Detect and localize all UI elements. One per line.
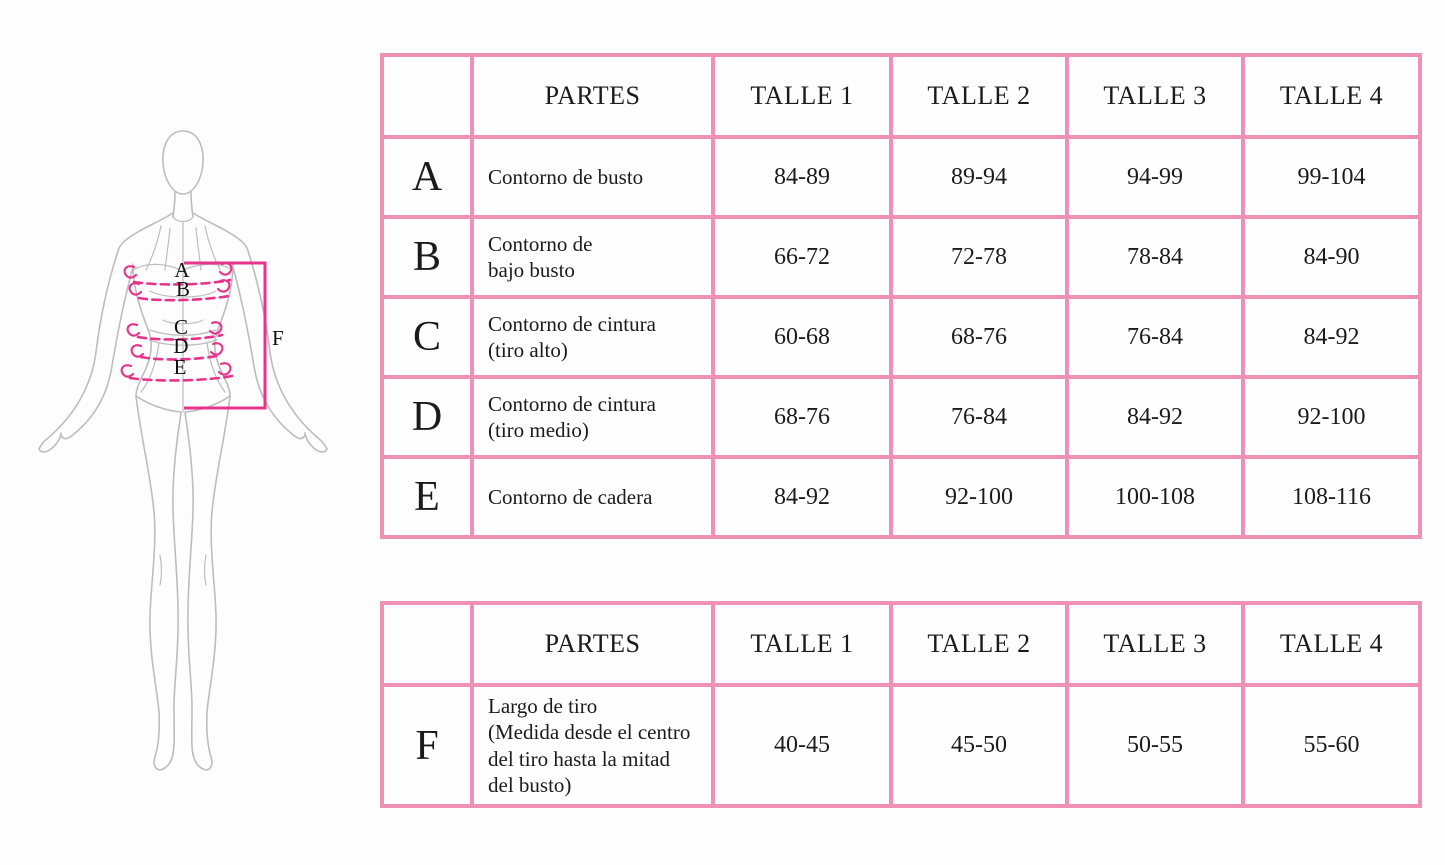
column-header-partes: PARTES [470, 53, 715, 139]
row-letter: B [380, 215, 474, 299]
measure-value: 68-76 [889, 295, 1069, 379]
measure-line-d [139, 353, 223, 361]
measure-value: 72-78 [889, 215, 1069, 299]
measure-value: 78-84 [1065, 215, 1245, 299]
column-header-partes: PARTES [470, 601, 715, 687]
column-header-talle-3: TALLE 3 [1065, 53, 1245, 139]
measure-value: 55-60 [1241, 683, 1422, 808]
measure-value: 100-108 [1065, 455, 1245, 539]
figure-label-f: F [272, 326, 284, 350]
figure-label-a: A [174, 258, 190, 282]
figure-label-c: C [174, 315, 188, 339]
measure-value: 40-45 [711, 683, 893, 808]
measure-value: 99-104 [1241, 135, 1422, 219]
measure-value: 68-76 [711, 375, 893, 459]
measure-lines [120, 262, 234, 382]
row-letter: A [380, 135, 474, 219]
column-header-talle-1: TALLE 1 [711, 53, 893, 139]
measure-value: 84-92 [1065, 375, 1245, 459]
table-row-a: A Contorno de busto 84-89 89-94 94-99 99… [380, 135, 1422, 219]
table-row-e: E Contorno de cadera 84-92 92-100 100-10… [380, 455, 1422, 539]
measure-value: 45-50 [889, 683, 1069, 808]
body-outline [38, 130, 328, 771]
measure-value: 76-84 [889, 375, 1069, 459]
row-letter: F [380, 683, 474, 808]
measure-value: 60-68 [711, 295, 893, 379]
measure-line-c [136, 333, 224, 341]
measure-value: 92-100 [889, 455, 1069, 539]
row-letter: C [380, 295, 474, 379]
table-row-d: D Contorno de cintura (tiro medio) 68-76… [380, 375, 1422, 459]
measure-value: 92-100 [1241, 375, 1422, 459]
column-header-talle-3: TALLE 3 [1065, 601, 1245, 687]
measure-value: 84-92 [1241, 295, 1422, 379]
part-name: Contorno de busto [470, 135, 715, 219]
part-name: Largo de tiro (Medida desde el centro de… [470, 683, 715, 808]
part-name: Contorno de cintura (tiro alto) [470, 295, 715, 379]
row-letter: E [380, 455, 474, 539]
measure-value: 84-89 [711, 135, 893, 219]
length-bracket-f [184, 261, 267, 410]
measure-value: 50-55 [1065, 683, 1245, 808]
column-header-talle-2: TALLE 2 [889, 53, 1069, 139]
measure-value: 84-90 [1241, 215, 1422, 299]
measure-value: 94-99 [1065, 135, 1245, 219]
column-header-talle-4: TALLE 4 [1241, 601, 1422, 687]
measure-line-b [137, 294, 231, 302]
measure-value: 84-92 [711, 455, 893, 539]
figure-label-e: E [174, 355, 187, 379]
measure-value: 66-72 [711, 215, 893, 299]
figure-letter-labels: A B C D E F [173, 258, 283, 379]
measure-line-e [128, 374, 234, 382]
part-name: Contorno de bajo busto [470, 215, 715, 299]
figure-label-b: B [176, 277, 190, 301]
column-header-talle-1: TALLE 1 [711, 601, 893, 687]
measure-value: 108-116 [1241, 455, 1422, 539]
size-table-main: PARTES TALLE 1 TALLE 2 TALLE 3 TALLE 4 A… [380, 53, 1422, 539]
measure-value: 76-84 [1065, 295, 1245, 379]
header-row: PARTES TALLE 1 TALLE 2 TALLE 3 TALLE 4 [380, 601, 1422, 687]
header-row: PARTES TALLE 1 TALLE 2 TALLE 3 TALLE 4 [380, 53, 1422, 139]
figure-label-d: D [173, 334, 188, 358]
table-row-b: B Contorno de bajo busto 66-72 72-78 78-… [380, 215, 1422, 299]
measure-value: 89-94 [889, 135, 1069, 219]
part-name: Contorno de cadera [470, 455, 715, 539]
column-header-talle-2: TALLE 2 [889, 601, 1069, 687]
croquis-figure-icon: A B C D E F [38, 130, 328, 771]
table-row-f: F Largo de tiro (Medida desde el centro … [380, 683, 1422, 808]
corner-cell [380, 53, 474, 139]
measurement-figure: A B C D E F [0, 0, 380, 865]
column-header-talle-4: TALLE 4 [1241, 53, 1422, 139]
part-name: Contorno de cintura (tiro medio) [470, 375, 715, 459]
corner-cell [380, 601, 474, 687]
table-row-c: C Contorno de cintura (tiro alto) 60-68 … [380, 295, 1422, 379]
row-letter: D [380, 375, 474, 459]
size-table-length: PARTES TALLE 1 TALLE 2 TALLE 3 TALLE 4 F… [380, 601, 1422, 808]
